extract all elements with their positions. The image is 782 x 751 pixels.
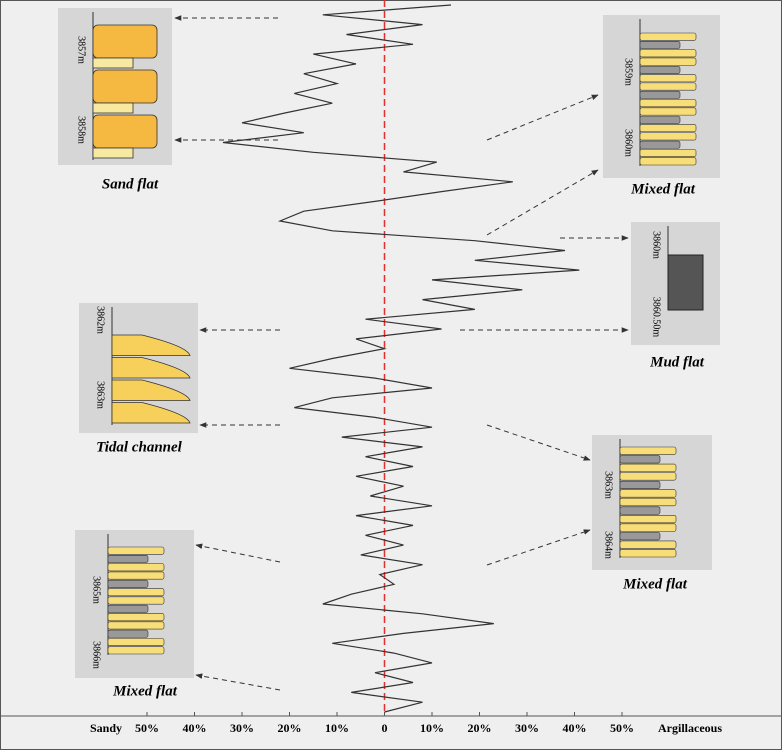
thin-bed: [619, 532, 661, 541]
sand-bed: [92, 114, 158, 149]
thin-bed: [639, 149, 697, 157]
lithology-panel: 3857m 3858m Sand flat: [58, 8, 172, 192]
x-tick-label: 20%: [278, 721, 302, 735]
x-tick-label: 30%: [230, 721, 254, 735]
silt-bed: [92, 102, 134, 114]
thin-bed: [619, 472, 677, 481]
lithology-panel: 3860m 3860.50m Mud flat: [631, 222, 720, 370]
thin-bed: [639, 157, 697, 166]
depth-label: 3863m: [603, 471, 614, 499]
panel-caption: Mixed flat: [630, 181, 696, 197]
thin-bed: [639, 140, 681, 149]
x-tick-label: 20%: [468, 721, 492, 735]
x-tick-label: 40%: [563, 721, 587, 735]
lithology-panel: 3859m 3860m Mixed flat: [603, 15, 720, 197]
thin-bed: [639, 124, 697, 133]
depth-label: 3863m: [95, 381, 106, 409]
thin-bed: [619, 480, 661, 489]
lithology-panel: 3865m 3866m Mixed flat: [75, 530, 194, 699]
silt-bed: [92, 147, 134, 159]
silt-bed: [92, 57, 134, 69]
thin-bed: [619, 506, 661, 515]
thin-bed: [619, 446, 677, 455]
panel-caption: Mixed flat: [622, 576, 688, 592]
thin-bed: [639, 115, 681, 124]
thin-bed: [639, 32, 697, 41]
thin-bed: [619, 515, 677, 524]
log-curve: [222, 4, 580, 713]
x-tick-label: 0: [382, 721, 388, 735]
lithology-panel: 3862m 3863m Tidal channel: [79, 303, 198, 455]
x-tick-label: 50%: [135, 721, 159, 735]
thin-bed: [107, 604, 149, 613]
arrows: [174, 15, 629, 691]
thin-bed: [639, 41, 681, 49]
arrow: [486, 424, 591, 461]
thin-bed: [639, 90, 681, 99]
x-tick-label: 10%: [325, 721, 349, 735]
thin-bed: [107, 555, 149, 563]
thin-bed: [639, 82, 697, 91]
thin-bed: [107, 563, 165, 572]
x-tick-label: 30%: [515, 721, 539, 735]
depth-label: 3857m: [76, 36, 87, 64]
thin-bed: [639, 74, 697, 83]
mud-bed: [667, 254, 704, 311]
thin-bed: [639, 57, 697, 66]
thin-bed: [107, 629, 149, 638]
arrow: [486, 529, 591, 566]
x-tick-label: 10%: [420, 721, 444, 735]
thin-bed: [639, 107, 697, 116]
thin-bed: [639, 132, 697, 141]
channel-bed: [111, 402, 191, 424]
thin-bed: [107, 546, 165, 555]
thin-bed: [107, 613, 165, 622]
thin-bed: [619, 489, 677, 498]
thin-bed: [619, 549, 677, 558]
thin-bed: [619, 497, 677, 507]
thin-bed: [619, 455, 661, 464]
thin-bed: [107, 579, 149, 588]
arrow: [486, 94, 599, 141]
thin-bed: [639, 99, 697, 108]
depth-label: 3865m: [91, 576, 102, 604]
axis-label: Argillaceous: [658, 721, 722, 735]
depth-label: 3858m: [76, 116, 87, 144]
depth-label: 3862m: [95, 306, 106, 334]
sand-bed: [92, 24, 158, 59]
thin-bed: [107, 571, 165, 580]
channel-bed: [111, 379, 191, 401]
panel-caption: Sand flat: [102, 176, 159, 192]
channel-bed: [111, 334, 191, 356]
x-tick-label: 40%: [183, 721, 207, 735]
thin-bed: [107, 638, 165, 646]
depth-label: 3859m: [623, 58, 634, 86]
thin-bed: [107, 596, 165, 605]
thin-bed: [619, 540, 677, 549]
panel-caption: Mud flat: [649, 354, 705, 370]
thin-bed: [639, 65, 681, 74]
depth-label: 3860m: [651, 231, 662, 259]
thin-bed: [619, 463, 677, 472]
panel-caption: Mixed flat: [112, 683, 178, 699]
sand-bed: [92, 69, 158, 104]
axis-label: Sandy: [90, 721, 122, 735]
panel-caption: Tidal channel: [96, 439, 183, 455]
depth-label: 3860.50m: [651, 297, 662, 338]
thin-bed: [107, 621, 165, 630]
depth-label: 3864m: [603, 531, 614, 559]
x-tick-label: 50%: [610, 721, 634, 735]
thin-bed: [619, 523, 677, 532]
arrow: [486, 169, 599, 236]
thin-bed: [107, 646, 165, 655]
depth-label: 3860m: [623, 129, 634, 157]
thin-bed: [107, 588, 165, 597]
depth-label: 3866m: [91, 641, 102, 669]
channel-bed: [111, 357, 191, 379]
lithology-panel: 3863m 3864m Mixed flat: [592, 435, 712, 592]
thin-bed: [639, 49, 697, 58]
